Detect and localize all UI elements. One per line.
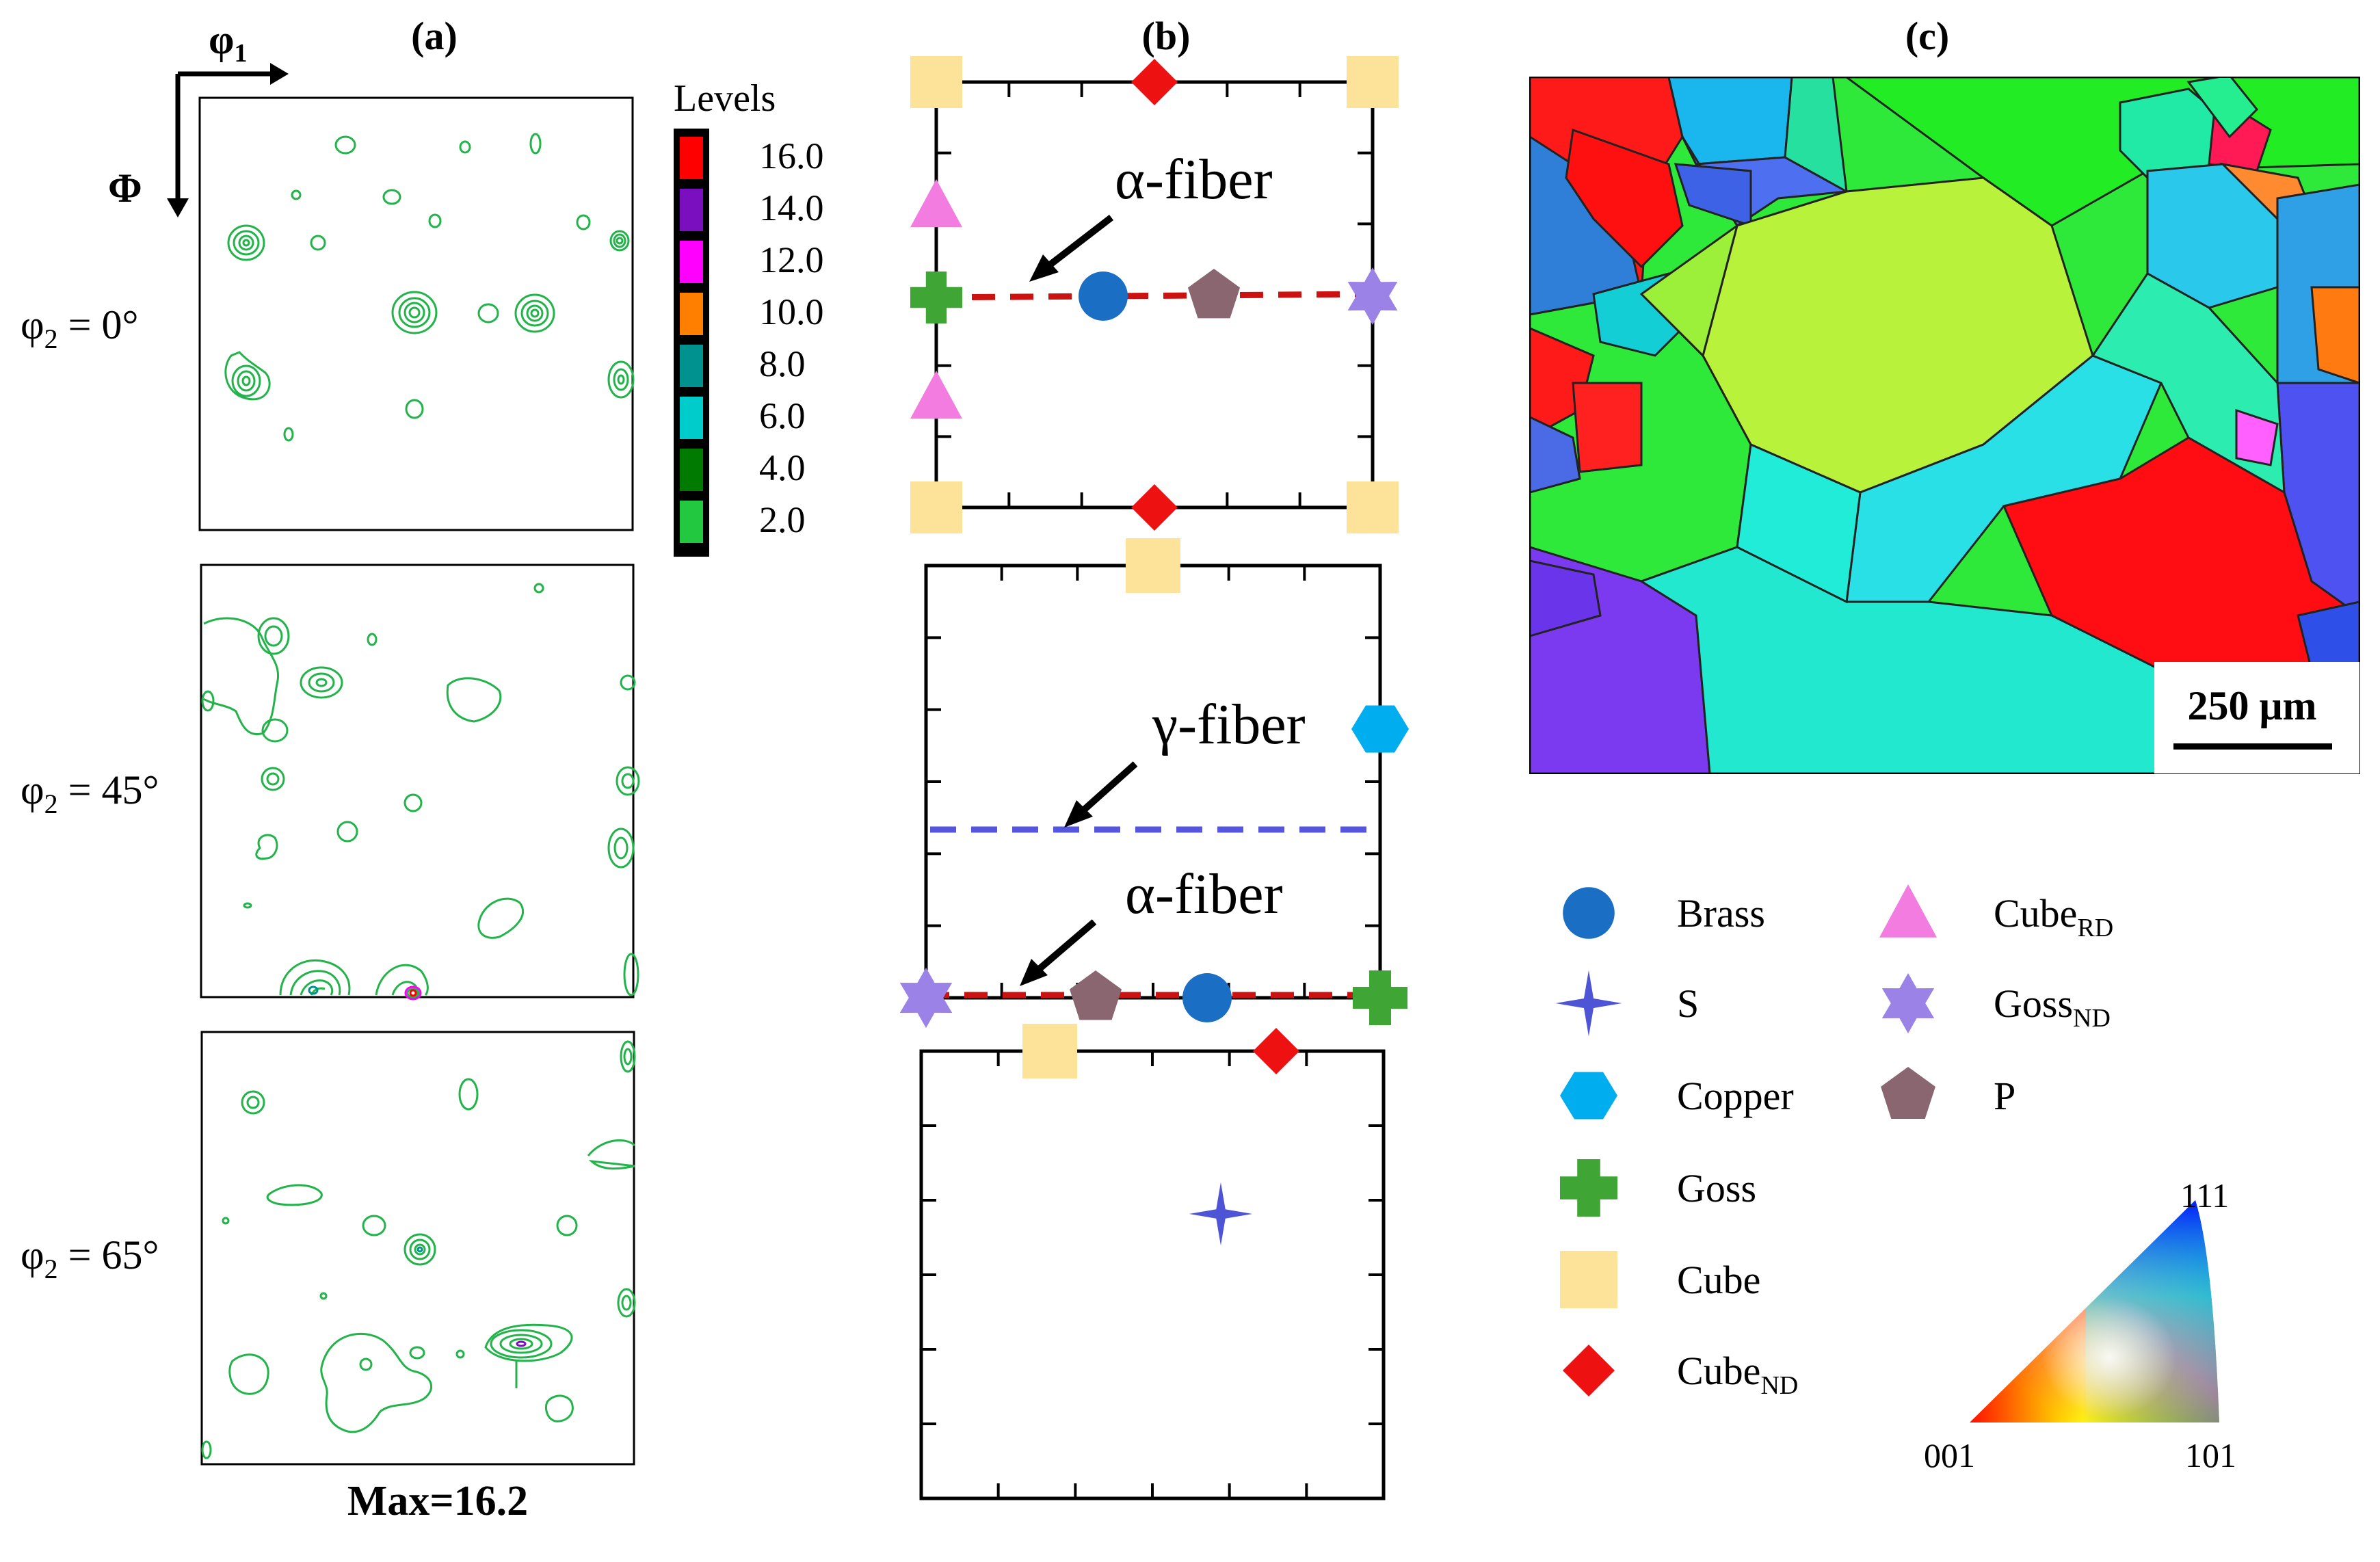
copper-marker: [1351, 705, 1409, 753]
cube-marker: [1347, 56, 1399, 108]
legend-marker-brass: [1563, 887, 1615, 939]
level-value-3: 10.0: [759, 291, 824, 332]
legend-marker-p: [1881, 1067, 1935, 1119]
scale-bar: [2173, 743, 2332, 750]
levels-title: Levels: [674, 77, 776, 120]
fiber-plot-bottom: [919, 1049, 1386, 1500]
p-marker: [1069, 970, 1122, 1020]
row-label-phi2-65: φ2 = 65°: [21, 1232, 159, 1284]
ipf-label-001: 001: [1924, 1436, 1975, 1474]
p-marker: [1187, 269, 1241, 319]
cube-nd-marker: [1253, 1028, 1299, 1074]
scale-bar-label: 250 μm: [2188, 683, 2317, 728]
texture-legend: Brass S Copper Goss Cube CubeND CubeRD GossND P: [1555, 884, 2113, 1400]
level-swatch-0: [680, 137, 703, 179]
cube-marker: [1022, 1024, 1077, 1078]
panel-b: (b) α-fiber γ-fiber α-fiber: [899, 14, 1409, 1500]
scale-bar-background: [2154, 662, 2359, 773]
legend-label-goss-nd: GossND: [1994, 981, 2111, 1033]
legend-label-cube-rd: CubeRD: [1994, 891, 2113, 942]
cube-nd-marker: [1131, 484, 1178, 531]
cube-marker: [1347, 481, 1399, 533]
max-value-label: Max=16.2: [347, 1478, 528, 1524]
level-swatch-5: [680, 397, 703, 439]
cube-marker: [1126, 538, 1180, 593]
level-swatch-7: [680, 501, 703, 543]
legend-marker-copper: [1560, 1072, 1617, 1120]
odf-section-phi2-0: [198, 96, 635, 531]
alpha-fiber-label-top: α-fiber: [1115, 148, 1273, 211]
legend-label-brass: Brass: [1677, 891, 1765, 936]
row-label-phi2-45: φ2 = 45°: [21, 767, 159, 819]
legend-marker-s: [1555, 970, 1622, 1037]
level-swatch-1: [680, 189, 703, 231]
brass-marker: [1079, 272, 1128, 321]
gamma-fiber-label: γ-fiber: [1152, 693, 1306, 756]
legend-label-s: S: [1677, 981, 1699, 1026]
alpha-fiber-line-top: [933, 291, 1368, 301]
alpha-fiber-arrow-top: [1040, 215, 1114, 273]
row-label-phi2-0: φ2 = 0°: [21, 302, 138, 354]
odf-section-phi2-45: [200, 564, 640, 1001]
legend-marker-cube: [1560, 1251, 1617, 1308]
level-value-2: 12.0: [759, 239, 824, 280]
phi-arrowhead: [167, 198, 189, 217]
ipf-label-101: 101: [2185, 1436, 2236, 1474]
cube-marker: [910, 481, 962, 533]
phi1-axis-label: φ1: [209, 17, 247, 68]
goss-nd-marker: [1347, 267, 1398, 325]
ipf-label-111: 111: [2180, 1176, 2229, 1215]
level-value-4: 8.0: [759, 343, 806, 384]
legend-label-copper: Copper: [1677, 1074, 1794, 1118]
goss-nd-marker: [899, 967, 953, 1029]
level-value-6: 4.0: [759, 447, 806, 488]
panel-a-label: (a): [411, 14, 458, 58]
legend-label-cube: Cube: [1677, 1258, 1760, 1302]
legend-marker-goss-nd: [1881, 972, 1935, 1034]
ipf-color-key: 111 001 101: [1924, 1176, 2236, 1474]
level-swatch-4: [680, 345, 703, 387]
panel-c: (c): [1529, 14, 2360, 1474]
Phi-axis-label: Φ: [108, 166, 142, 211]
gamma-fiber-arrow: [1074, 761, 1138, 819]
levels-legend: Levels 16.0 14.0 12.0 10.0 8.0 6.0 4.0 2.0: [674, 77, 824, 557]
alpha-fiber-arrow-middle: [1030, 919, 1097, 977]
odf-section-phi2-65: [200, 1031, 636, 1466]
level-swatch-3: [680, 293, 703, 335]
legend-label-cube-nd: CubeND: [1677, 1349, 1798, 1400]
level-value-1: 14.0: [759, 187, 824, 228]
fiber-plot-top: [934, 80, 1375, 509]
legend-label-goss: Goss: [1677, 1166, 1756, 1210]
cube-marker: [910, 56, 962, 108]
cube-rd-marker: [910, 179, 962, 228]
cube-nd-marker: [1131, 59, 1178, 105]
legend-marker-cube-rd: [1879, 884, 1937, 938]
fiber-plot-middle: [924, 564, 1382, 1000]
level-swatch-2: [680, 241, 703, 283]
legend-label-p: P: [1994, 1074, 2015, 1118]
alpha-fiber-label-middle: α-fiber: [1125, 862, 1283, 926]
goss-marker: [1353, 970, 1407, 1025]
legend-marker-goss: [1560, 1159, 1617, 1217]
level-value-5: 6.0: [759, 395, 806, 436]
level-value-7: 2.0: [759, 499, 806, 540]
s-marker: [1189, 1182, 1253, 1246]
panel-a: (a) φ1 Φ φ2 = 0° φ2 = 45° φ2 = 65°: [21, 14, 824, 1524]
panel-b-label: (b): [1142, 14, 1191, 58]
level-value-0: 16.0: [759, 135, 824, 176]
legend-marker-cube-nd: [1563, 1345, 1615, 1396]
cube-rd-marker: [910, 371, 962, 419]
ebsd-orientation-map: 250 μm: [1529, 77, 2360, 774]
brass-marker: [1182, 973, 1232, 1022]
goss-marker: [910, 272, 962, 323]
level-swatch-6: [680, 449, 703, 491]
phi1-arrowhead: [270, 63, 289, 85]
panel-c-label: (c): [1905, 14, 1949, 58]
